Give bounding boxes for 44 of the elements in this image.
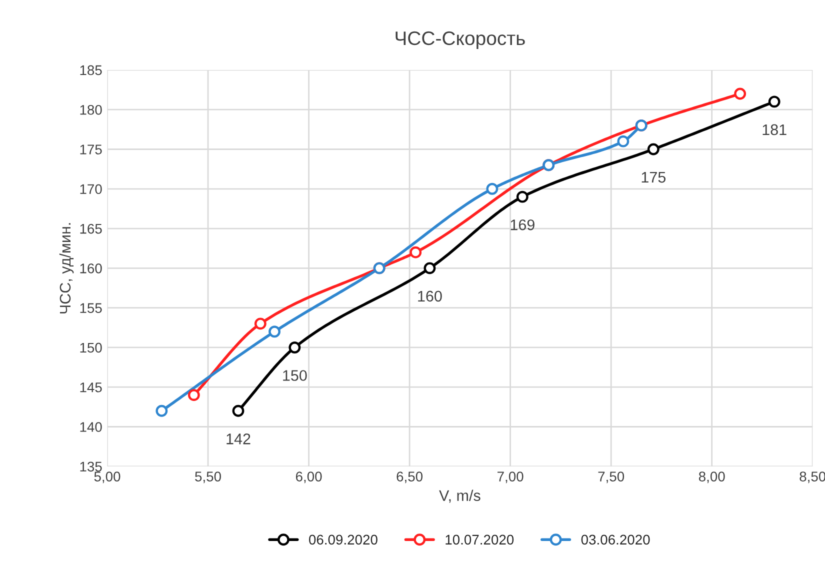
y-tick-label: 180	[80, 104, 102, 115]
point	[232, 404, 244, 417]
y-tick-label: 160	[80, 264, 102, 274]
chart-title: ЧСС-Скорость	[396, 31, 525, 49]
legend-label: 06.09.2020	[309, 534, 378, 545]
point	[254, 318, 266, 330]
y-tick-label: 175	[80, 144, 102, 154]
x-axis-title: V, m/s	[439, 490, 480, 503]
point	[268, 326, 280, 338]
point	[647, 143, 660, 156]
x-tick-label: 6,50	[396, 472, 423, 484]
x-tick-label: 8,00	[698, 472, 725, 484]
y-tick-label: 155	[80, 303, 102, 313]
x-tick-label: 6,00	[296, 472, 322, 484]
data-label: 160	[418, 290, 442, 302]
point	[288, 341, 301, 354]
x-tick-label: 7,50	[598, 472, 624, 484]
data-label: 169	[510, 219, 534, 230]
x-tick-label: 7,00	[498, 472, 524, 484]
y-tick-label: 140	[80, 422, 102, 432]
y-tick-label: 145	[80, 382, 102, 392]
data-label: 150	[283, 370, 307, 381]
data-label: 142	[226, 434, 250, 444]
y-tick-label: 135	[80, 462, 102, 472]
point	[410, 246, 422, 258]
legend-label: 10.07.2020	[446, 534, 514, 545]
x-tick-label: 5,00	[94, 472, 120, 484]
point	[486, 182, 498, 195]
data-label: 181	[762, 124, 786, 136]
y-tick-label: 165	[80, 224, 102, 234]
legend-label: 03.06.2020	[581, 534, 650, 545]
y-tick-label: 170	[80, 184, 102, 194]
point	[156, 404, 168, 417]
point	[516, 190, 528, 203]
point	[188, 389, 200, 402]
point	[617, 135, 630, 148]
y-axis-title: ЧСС, уд/мин.	[59, 223, 74, 314]
y-tick-label: 185	[80, 65, 102, 76]
x-tick-label: 5,50	[195, 472, 221, 484]
point	[734, 88, 746, 100]
point	[424, 262, 436, 274]
y-tick-label: 150	[80, 342, 102, 353]
data-label: 175	[642, 172, 666, 183]
point	[768, 96, 780, 108]
